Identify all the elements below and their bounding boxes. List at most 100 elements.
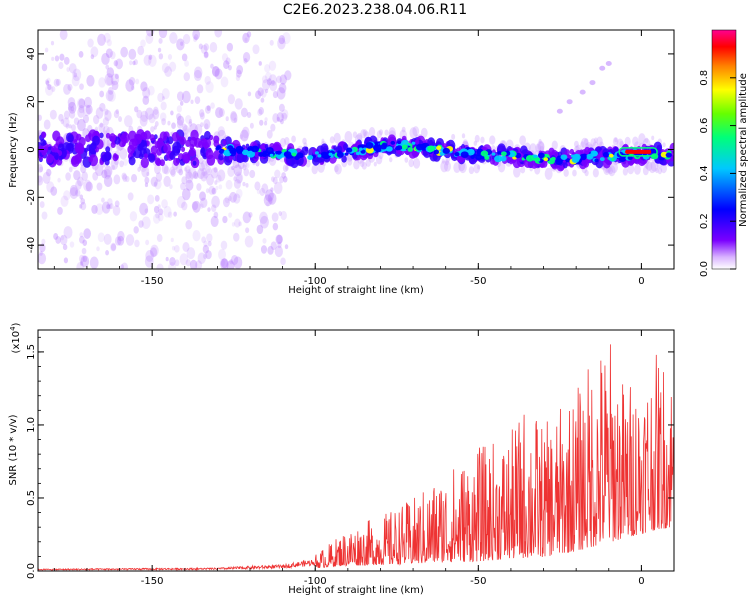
spectrogram-halo xyxy=(373,161,377,167)
spectrogram-noise xyxy=(262,237,267,244)
spectrogram-halo xyxy=(113,174,121,185)
spectrogram-noise xyxy=(120,264,124,269)
spectrogram-noise xyxy=(161,96,166,101)
spectrogram-noise xyxy=(158,208,164,216)
spectrogram-noise xyxy=(73,117,80,125)
spectrogram-band-cell xyxy=(134,134,142,145)
spectrogram-noise xyxy=(195,260,203,269)
spectrogram-noise xyxy=(203,253,208,260)
spectrogram-noise xyxy=(207,168,211,173)
spectrogram-halo xyxy=(477,164,481,170)
spectrogram-noise xyxy=(102,117,110,126)
spectrogram-noise xyxy=(163,205,172,218)
spectrogram-halo xyxy=(473,163,480,174)
spectrogram-noise xyxy=(105,90,114,102)
spectrogram-noise xyxy=(225,57,231,65)
spectrogram-band-cell xyxy=(85,134,91,143)
spectrogram-peak xyxy=(625,149,652,154)
spectrogram-halo xyxy=(93,114,100,125)
spectrogram-noise xyxy=(79,235,85,244)
spectrogram-halo xyxy=(583,138,589,146)
spectrogram-noise xyxy=(255,90,262,100)
spectrogram-halo xyxy=(353,159,360,170)
spectrogram-noise xyxy=(227,64,232,71)
spectrogram-hot-cell xyxy=(344,152,349,156)
spectrogram-noise xyxy=(269,80,278,92)
spectrogram-noise xyxy=(133,226,139,234)
spectrogram-noise xyxy=(62,243,68,251)
spectrogram-noise xyxy=(150,176,158,187)
spectrogram-hot-cell xyxy=(411,141,416,145)
spectrogram-noise xyxy=(157,92,164,103)
spectrogram-halo xyxy=(43,119,51,130)
spectrogram-halo xyxy=(272,113,279,123)
snr-y-multiplier: (x104) xyxy=(9,322,22,353)
spectrogram-halo xyxy=(538,138,542,144)
spectrogram-noise xyxy=(69,187,79,199)
spectrogram-noise xyxy=(192,229,201,242)
spectrogram-noise xyxy=(206,233,213,243)
spectrogram-halo xyxy=(104,109,112,122)
spectrogram-noise xyxy=(192,30,201,40)
spectrogram-noise xyxy=(128,76,136,86)
spectrogram-noise xyxy=(226,260,235,269)
spectrogram-hot-cell xyxy=(269,153,274,157)
spectrogram-halo xyxy=(468,166,475,175)
spectrogram-noise xyxy=(125,234,135,246)
spectrogram-noise xyxy=(181,90,191,104)
spectrogram-noise xyxy=(79,204,83,209)
spectrogram-noise xyxy=(144,176,150,184)
spectrogram-halo xyxy=(203,171,209,179)
spectrogram-noise xyxy=(179,100,184,106)
spectrogram-noise xyxy=(134,106,139,113)
spectrogram-noise xyxy=(170,237,174,243)
spectrogram-noise xyxy=(205,250,212,260)
spectrogram-hot-cell xyxy=(543,157,549,162)
snr-series-line xyxy=(38,344,674,571)
spectrogram-noise xyxy=(106,67,115,78)
spectrogram-noise xyxy=(144,182,149,188)
spectrogram-noise xyxy=(193,69,202,82)
spectrogram-noise xyxy=(199,203,204,209)
spectrogram-halo xyxy=(359,160,365,168)
spectrogram-hot-cell xyxy=(283,151,292,158)
spectrogram-halo xyxy=(141,165,150,178)
spectrogram-halo xyxy=(199,112,205,120)
spectrogram-band-cell xyxy=(273,142,281,153)
spectrogram-band-cell xyxy=(88,156,93,163)
spectrogram-halo xyxy=(563,168,569,177)
spectrogram-halo xyxy=(154,121,159,127)
spectrogram-halo xyxy=(181,123,188,132)
spectrogram-noise xyxy=(249,169,256,179)
spectrogram-band-cell xyxy=(172,145,181,156)
spectrogram-noise xyxy=(196,84,204,94)
spectrogram-y-tick-label: 40 xyxy=(26,48,37,61)
spectrogram-noise xyxy=(186,247,196,260)
spectrogram-band-cell xyxy=(177,135,182,141)
spectrogram-noise xyxy=(80,201,87,211)
spectrogram-noise xyxy=(260,89,267,98)
spectrogram-noise xyxy=(184,165,191,174)
spectrogram-halo xyxy=(71,124,76,132)
spectrogram-noise xyxy=(148,113,156,124)
spectrogram-noise xyxy=(60,235,65,241)
spectrogram-halo xyxy=(185,171,194,184)
spectrogram-noise xyxy=(53,232,59,240)
spectrogram-noise xyxy=(256,224,264,235)
spectrogram-noise xyxy=(276,234,283,244)
spectrogram-noise xyxy=(78,98,86,109)
spectrogram-noise xyxy=(60,195,69,207)
spectrogram-halo xyxy=(60,119,65,125)
spectrogram-band-cell xyxy=(120,132,130,144)
spectrogram-noise xyxy=(97,232,105,243)
spectrogram-noise xyxy=(82,255,88,263)
spectrogram-noise xyxy=(70,106,75,112)
spectrogram-noise xyxy=(89,256,99,269)
spectrogram-halo xyxy=(376,130,382,139)
spectrogram-halo xyxy=(241,126,250,139)
spectrogram-noise xyxy=(150,244,159,257)
spectrogram-noise xyxy=(274,245,283,258)
spectrogram-halo xyxy=(614,137,618,143)
spectrogram-noise xyxy=(73,170,81,181)
spectrogram-halo xyxy=(347,157,353,166)
